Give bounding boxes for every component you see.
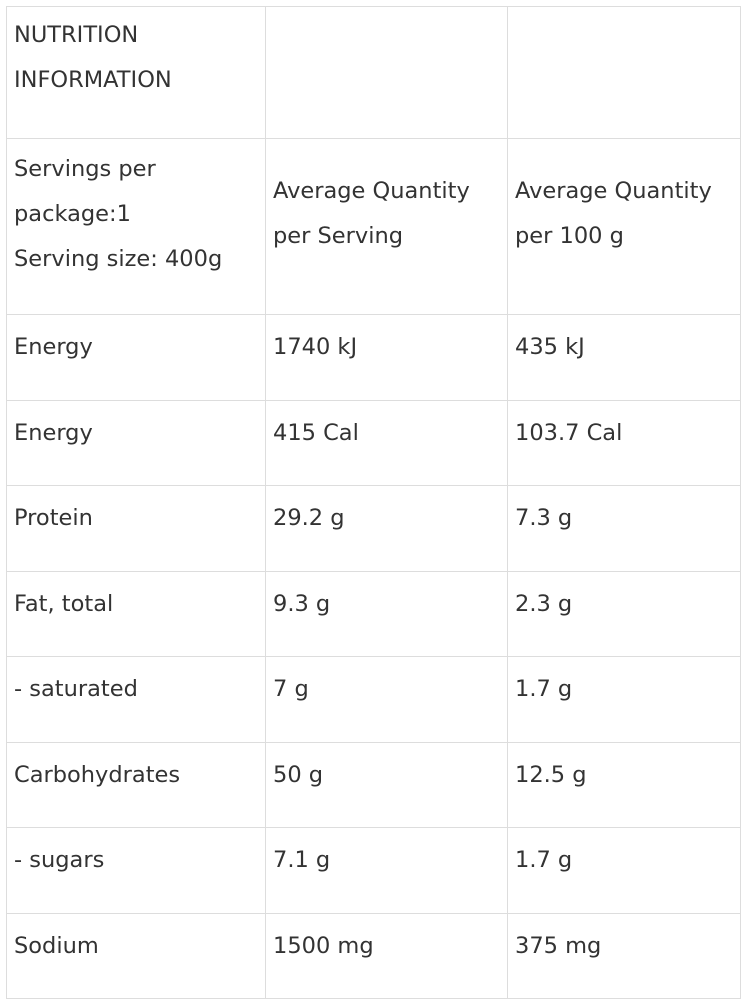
- nutrient-name-cell: Protein: [6, 485, 266, 572]
- table-title-line-2: INFORMATION: [14, 67, 172, 93]
- table-row: Protein 29.2 g 7.3 g: [6, 485, 741, 572]
- per-100g-cell: 7.3 g: [507, 485, 741, 572]
- table-header-row: Servings per package:1 Serving size: 400…: [6, 138, 741, 315]
- empty-cell: [507, 6, 741, 139]
- per-serving-cell: 7.1 g: [265, 827, 508, 914]
- servings-count-line: package:1: [14, 201, 131, 227]
- per-100g-cell: 435 kJ: [507, 314, 741, 401]
- column-header-per-serving: Average Quantity per Serving: [265, 138, 508, 315]
- per-100g-cell: 2.3 g: [507, 570, 741, 657]
- per-100g-cell: 375 mg: [507, 912, 741, 999]
- nutrient-name-cell: Sodium: [6, 912, 266, 999]
- per-serving-cell: 7 g: [265, 656, 508, 743]
- table-row: Energy 415 Cal 103.7 Cal: [6, 399, 741, 486]
- empty-cell: [265, 6, 508, 139]
- nutrient-rows: Energy 1740 kJ 435 kJ Energy 415 Cal 103.7 Ca…: [6, 314, 741, 999]
- nutrient-name-cell: Energy: [6, 399, 266, 486]
- per-100g-cell: 1.7 g: [507, 827, 741, 914]
- per-serving-cell: 1740 kJ: [265, 314, 508, 401]
- per-serving-cell: 415 Cal: [265, 399, 508, 486]
- column-header-line-2: per 100 g: [515, 223, 624, 249]
- column-header-line-2: per Serving: [273, 223, 404, 249]
- per-serving-cell: 9.3 g: [265, 570, 508, 657]
- table-row: Fat, total 9.3 g 2.3 g: [6, 570, 741, 657]
- column-header-per-100g: Average Quantity per 100 g: [507, 138, 741, 315]
- nutrient-name-cell: - sugars: [6, 827, 266, 914]
- table-row: - sugars 7.1 g 1.7 g: [6, 827, 741, 914]
- per-serving-cell: 50 g: [265, 741, 508, 828]
- per-100g-cell: 1.7 g: [507, 656, 741, 743]
- table-title-cell: NUTRITION INFORMATION: [6, 6, 266, 139]
- nutrition-table: NUTRITION INFORMATION Servings per packa…: [6, 6, 741, 999]
- per-serving-cell: 1500 mg: [265, 912, 508, 999]
- per-100g-cell: 103.7 Cal: [507, 399, 741, 486]
- serving-size-line: Serving size: 400g: [14, 246, 223, 272]
- per-serving-cell: 29.2 g: [265, 485, 508, 572]
- per-100g-cell: 12.5 g: [507, 741, 741, 828]
- servings-per-line: Servings per: [14, 156, 156, 182]
- nutrient-name-cell: Carbohydrates: [6, 741, 266, 828]
- table-row: Carbohydrates 50 g 12.5 g: [6, 741, 741, 828]
- nutrient-name-cell: Energy: [6, 314, 266, 401]
- table-title-line-1: NUTRITION: [14, 22, 139, 48]
- nutrient-name-cell: - saturated: [6, 656, 266, 743]
- table-title-row: NUTRITION INFORMATION: [6, 6, 741, 139]
- serving-info-cell: Servings per package:1 Serving size: 400…: [6, 138, 266, 315]
- column-header-line-1: Average Quantity: [273, 178, 470, 204]
- table-row: Energy 1740 kJ 435 kJ: [6, 314, 741, 401]
- nutrient-name-cell: Fat, total: [6, 570, 266, 657]
- column-header-line-1: Average Quantity: [515, 178, 712, 204]
- table-row: - saturated 7 g 1.7 g: [6, 656, 741, 743]
- table-row: Sodium 1500 mg 375 mg: [6, 912, 741, 999]
